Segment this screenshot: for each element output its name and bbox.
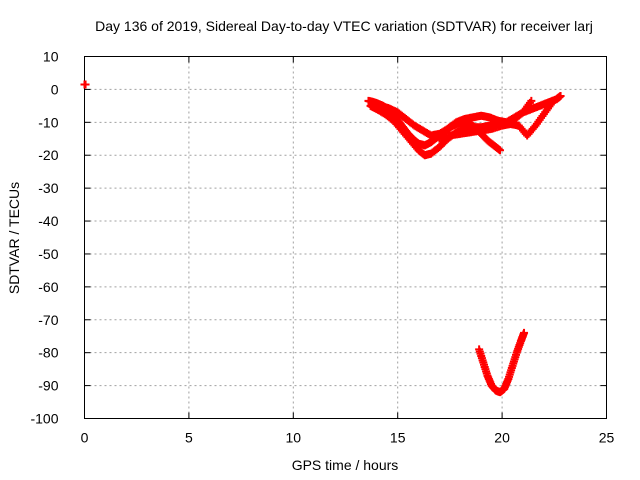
data-point-upper-track-d <box>548 98 557 107</box>
y-tick-label: 10 <box>43 49 59 65</box>
x-tick-label: 0 <box>81 430 89 446</box>
data-point-upper-track-a <box>496 146 505 155</box>
y-tick-label: -60 <box>38 279 58 295</box>
data-point-early-segment <box>81 80 90 89</box>
y-tick-label: -100 <box>30 411 58 427</box>
x-tick-label: 10 <box>286 430 302 446</box>
y-tick-label: -50 <box>38 246 58 262</box>
tick-layer: 0 5 10 15 20 25 10 0 -10 -20 -30 -40 -50 -60 -70 -80 -90… <box>30 49 614 446</box>
y-tick-label: -70 <box>38 312 58 328</box>
x-axis-title: GPS time / hours <box>292 457 399 473</box>
data-point-upper-track-c <box>556 91 565 100</box>
chart-title: Day 136 of 2019, Sidereal Day-to-day VTE… <box>95 18 593 34</box>
data-point-upper-track-b <box>527 96 536 105</box>
plot-frame <box>84 56 607 419</box>
y-tick-label: -90 <box>38 378 58 394</box>
x-tick-label: 20 <box>494 430 510 446</box>
x-tick-label: 25 <box>599 430 615 446</box>
y-tick-label: -40 <box>38 213 58 229</box>
y-tick-label: 0 <box>51 81 59 97</box>
points-layer <box>80 80 565 397</box>
y-axis-title: SDTVAR / TECUs <box>6 182 22 294</box>
y-tick-label: -80 <box>38 345 58 361</box>
x-tick-label: 5 <box>185 430 193 446</box>
y-tick-label: -30 <box>38 180 58 196</box>
y-tick-label: -10 <box>38 114 58 130</box>
y-tick-label: -20 <box>38 147 58 163</box>
x-tick-label: 15 <box>390 430 406 446</box>
data-point-lower-dip <box>520 328 529 337</box>
